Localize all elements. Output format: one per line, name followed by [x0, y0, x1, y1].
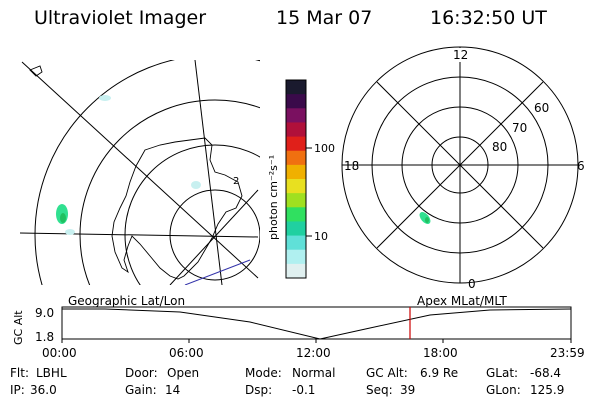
lat-label-60: 60 — [534, 101, 549, 115]
colorbar-frame — [285, 79, 307, 279]
instrument-title: Ultraviolet Imager — [34, 7, 206, 29]
colorbar-band — [286, 94, 306, 109]
x-tick-label: 06:00 — [169, 346, 204, 360]
x-tick-label: 18:00 — [423, 346, 458, 360]
mlt-label-midnight: 0 — [468, 277, 476, 291]
door-value: Open — [167, 366, 199, 380]
aurora-emission — [425, 217, 429, 223]
altitude-timeline: 9.0 1.8 GC Alt 00:00 06:00 12:00 18:00 2… — [12, 306, 585, 360]
colorbar: 100 10 photon cm⁻²s⁻¹ — [267, 79, 335, 279]
gain-value: 14 — [165, 383, 180, 397]
door-key: Door: — [125, 366, 158, 380]
flt-key: Flt: — [10, 366, 29, 380]
y-axis-label: GC Alt — [12, 310, 25, 345]
lat-circle — [79, 99, 260, 285]
mode-value: Normal — [292, 366, 335, 380]
colorbar-band — [286, 249, 306, 265]
lat-label-70: 70 — [512, 121, 527, 135]
gc-alt-value: 6.9 Re — [420, 366, 458, 380]
glon-key: GLon: — [486, 383, 521, 397]
ip-value: 36.0 — [30, 383, 57, 397]
status-footer: Flt: LBHL Door: Open Mode: Normal GC Alt… — [10, 366, 564, 397]
y-tick-label: 9.0 — [35, 306, 54, 320]
lat-circle — [34, 60, 260, 285]
mlt-label-dawn: 6 — [577, 159, 585, 173]
left-map-label: Geographic Lat/Lon — [68, 294, 185, 308]
timeline-frame — [61, 306, 572, 340]
y-tick-label: 1.8 — [35, 330, 54, 344]
mlt-label-noon: 12 — [453, 48, 468, 62]
colorbar-tick-label: 10 — [314, 230, 328, 243]
colorbar-band — [286, 164, 306, 180]
seq-value: 39 — [400, 383, 415, 397]
faint-emission — [65, 229, 75, 235]
seq-key: Seq: — [366, 383, 393, 397]
x-tick-label: 00:00 — [42, 346, 77, 360]
geographic-map: 2 — [20, 60, 260, 285]
meridian-line — [184, 259, 251, 285]
ip-key: IP: — [10, 383, 25, 397]
glat-key: GLat: — [486, 366, 518, 380]
meridian-line — [20, 232, 259, 238]
mode-key: Mode: — [245, 366, 282, 380]
glat-value: -68.4 — [530, 366, 561, 380]
aurora-emission — [60, 213, 66, 223]
polar-map: 12 18 6 0 60 70 80 — [341, 46, 585, 291]
mlt-label-dusk: 18 — [344, 159, 359, 173]
colorbar-band — [286, 179, 306, 194]
gain-key: Gain: — [125, 383, 157, 397]
colorbar-band — [286, 122, 306, 138]
island-outline — [29, 65, 43, 77]
x-tick-label: 12:00 — [296, 346, 331, 360]
x-tick-label: 23:59 — [550, 346, 585, 360]
altitude-curve — [62, 308, 572, 340]
flt-value: LBHL — [36, 366, 67, 380]
dsp-key: Dsp: — [245, 383, 272, 397]
colorbar-band — [286, 136, 306, 152]
lat-circle — [169, 189, 260, 281]
mlt-line — [376, 81, 544, 249]
colorbar-band — [286, 193, 306, 208]
feature-label: 2 — [233, 176, 239, 187]
colorbar-band — [286, 207, 306, 222]
colorbar-tick-label: 100 — [314, 142, 335, 155]
meridian-line — [194, 60, 223, 285]
colorbar-band — [286, 80, 306, 95]
gc-alt-key: GC Alt: — [366, 366, 408, 380]
time-label: 16:32:50 UT — [430, 7, 547, 29]
continent-outline — [111, 137, 243, 280]
faint-emission — [99, 95, 111, 101]
colorbar-band — [286, 235, 306, 251]
meridian-line — [21, 61, 259, 279]
dsp-value: -0.1 — [292, 383, 315, 397]
colorbar-band — [286, 221, 306, 237]
aurora-emission — [419, 212, 431, 224]
faint-emission — [191, 181, 201, 189]
colorbar-unit-label: photon cm⁻²s⁻¹ — [267, 155, 280, 240]
lat-label-80: 80 — [492, 140, 507, 154]
colorbar-gradient — [286, 80, 306, 279]
colorbar-band — [286, 108, 306, 123]
date-label: 15 Mar 07 — [276, 7, 372, 29]
colorbar-band — [286, 150, 306, 166]
colorbar-band — [286, 263, 306, 279]
meridian-line — [169, 189, 259, 285]
glon-value: 125.9 — [530, 383, 564, 397]
right-map-label: Apex MLat/MLT — [417, 294, 507, 308]
